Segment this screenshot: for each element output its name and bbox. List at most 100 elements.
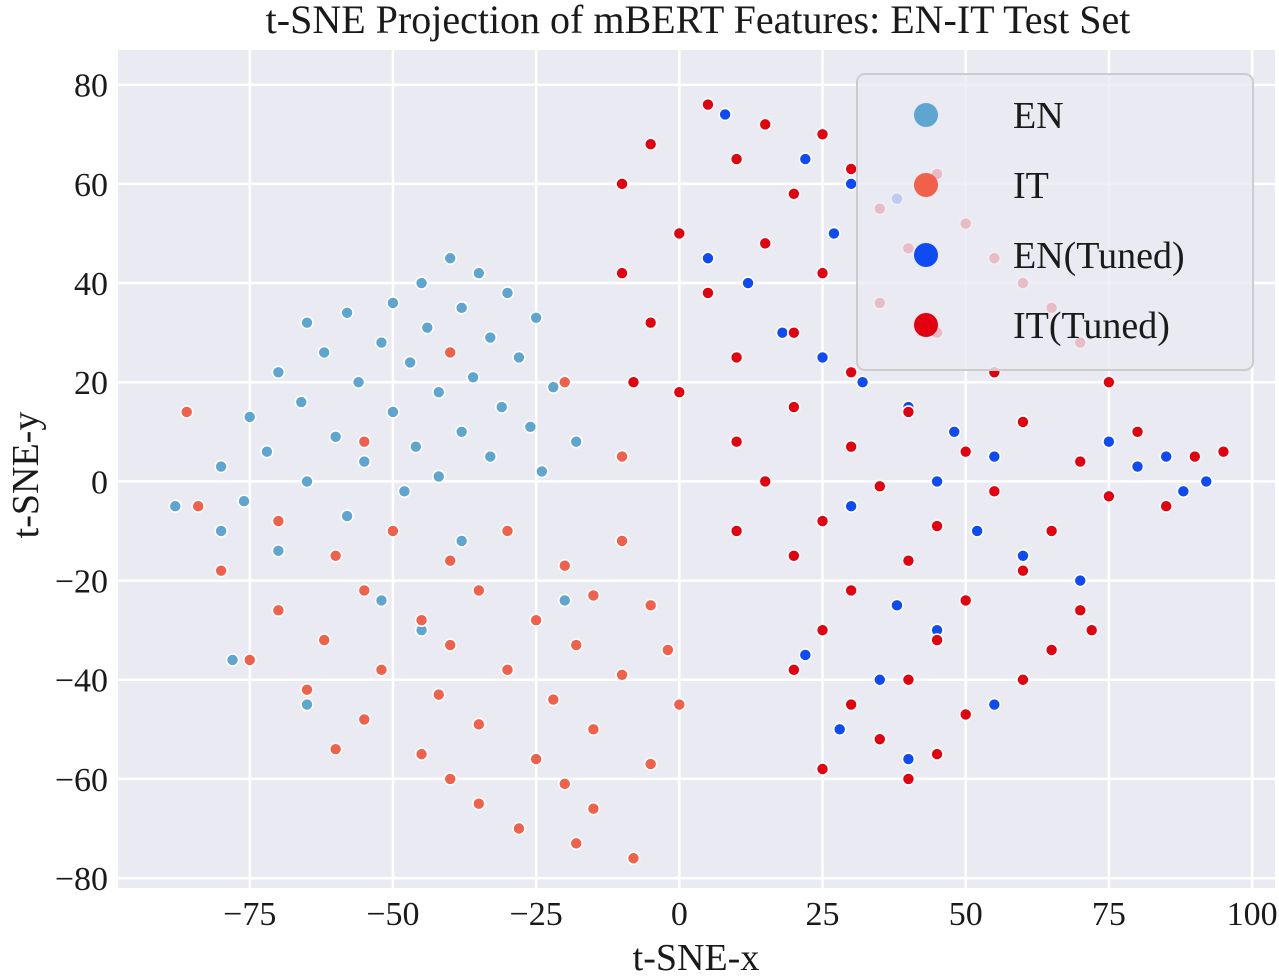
data-point <box>529 310 543 325</box>
data-point <box>855 375 870 390</box>
data-point <box>701 251 715 266</box>
x-tick-label: 50 <box>949 896 983 933</box>
data-point <box>815 350 830 365</box>
data-point <box>815 127 830 142</box>
data-point <box>386 296 400 310</box>
data-point <box>758 474 773 489</box>
data-point <box>1216 444 1231 459</box>
data-point <box>1130 459 1145 474</box>
data-point <box>443 251 458 266</box>
x-tick-label: 0 <box>671 896 688 933</box>
series-en-tuned- <box>701 107 1214 766</box>
data-point <box>443 772 458 786</box>
data-point <box>340 306 354 320</box>
data-point <box>672 697 687 712</box>
data-point <box>901 553 916 568</box>
data-point <box>1016 563 1030 578</box>
data-point <box>701 97 715 112</box>
data-point <box>431 469 446 484</box>
data-point <box>958 707 973 722</box>
data-point <box>472 583 486 598</box>
data-point <box>1130 425 1145 439</box>
data-point <box>414 747 429 761</box>
data-point <box>1016 415 1030 429</box>
data-point <box>300 697 314 712</box>
data-point <box>1102 375 1116 390</box>
data-point <box>317 345 331 360</box>
data-point <box>512 821 526 836</box>
data-point <box>901 772 916 786</box>
data-point <box>294 395 309 409</box>
data-point <box>357 583 372 598</box>
data-point <box>643 137 658 152</box>
x-axis-ticks: −75 −50 −25 0 25 50 75 100 <box>223 896 1277 933</box>
data-point <box>626 851 641 866</box>
data-point <box>815 623 830 637</box>
data-point <box>569 638 584 652</box>
data-point <box>431 687 446 702</box>
data-point <box>615 266 629 280</box>
data-point <box>569 836 584 851</box>
y-tick-label: 80 <box>74 68 108 105</box>
data-point <box>1016 548 1030 563</box>
data-point <box>386 405 400 419</box>
data-point <box>214 563 228 578</box>
data-point <box>615 534 629 548</box>
data-point <box>947 425 962 439</box>
data-point <box>1073 454 1088 469</box>
y-axis-ticks: −80 −60 −40 −20 0 20 40 60 80 <box>55 68 108 898</box>
data-point <box>529 613 543 628</box>
data-point <box>672 385 687 399</box>
y-tick-label: 20 <box>74 365 108 402</box>
data-point <box>328 742 343 756</box>
data-point <box>214 459 228 474</box>
data-point <box>844 499 858 513</box>
data-point <box>901 752 916 766</box>
data-point <box>242 410 257 424</box>
data-point <box>454 534 469 548</box>
data-point <box>970 524 984 538</box>
data-point <box>271 514 286 528</box>
data-point <box>420 320 435 335</box>
legend-label: EN <box>1013 95 1064 137</box>
data-point <box>1073 573 1088 588</box>
data-point <box>626 375 641 390</box>
data-point <box>1016 672 1030 687</box>
data-point <box>615 177 629 191</box>
x-tick-label: −75 <box>223 896 276 933</box>
data-point <box>357 454 372 469</box>
data-point <box>729 434 744 449</box>
y-tick-label: −20 <box>55 564 108 601</box>
data-point <box>958 593 973 608</box>
data-point <box>1084 623 1099 637</box>
data-point <box>844 583 858 598</box>
data-point <box>271 603 286 618</box>
data-point <box>466 370 480 385</box>
data-point <box>1102 489 1116 504</box>
data-point <box>844 365 858 380</box>
data-point <box>300 474 314 489</box>
data-point <box>529 752 543 766</box>
legend-marker <box>914 103 938 127</box>
data-point <box>844 177 858 191</box>
legend-marker <box>914 243 938 267</box>
data-point <box>1044 643 1059 657</box>
data-point <box>472 796 486 811</box>
data-point <box>512 350 526 365</box>
data-point <box>615 449 629 464</box>
data-point <box>409 439 423 454</box>
data-point <box>844 439 858 454</box>
data-point <box>930 633 944 647</box>
data-point <box>242 653 257 667</box>
data-point <box>397 484 412 499</box>
data-point <box>787 325 801 340</box>
data-point <box>535 464 549 479</box>
data-point <box>787 400 801 414</box>
data-point <box>815 514 830 528</box>
legend: EN IT EN(Tuned) IT(Tuned) <box>856 73 1254 371</box>
data-point <box>701 286 715 300</box>
data-point <box>214 524 228 538</box>
data-point <box>775 325 790 340</box>
data-point <box>374 663 389 677</box>
